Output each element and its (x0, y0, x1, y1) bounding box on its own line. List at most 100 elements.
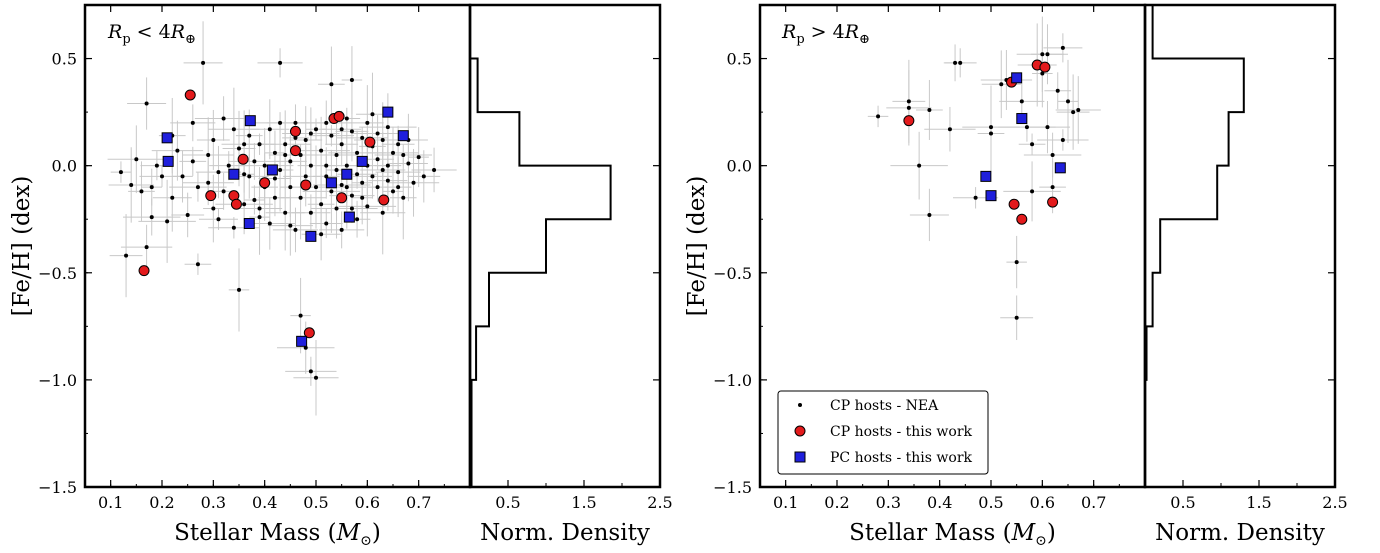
data-point-nea (242, 202, 247, 207)
legend-label-pc: PC hosts - this work (830, 450, 973, 466)
x-tick-label: 0.7 (1081, 493, 1106, 512)
data-point-nea (319, 148, 324, 153)
data-point-nea (370, 174, 375, 179)
data-point-nea (308, 369, 313, 374)
data-point-nea (391, 189, 395, 194)
data-point-nea (1019, 99, 1024, 104)
data-point-nea (180, 174, 185, 179)
panel-label-op: < 4 (131, 21, 171, 43)
x-tick-label: 0.2 (149, 493, 174, 512)
panel-label-r: R (781, 21, 796, 43)
data-point-nea (257, 215, 262, 220)
data-point-nea (293, 120, 298, 125)
hist-x-tick-label: 0.5 (1170, 493, 1195, 512)
data-point-nea (385, 178, 390, 183)
data-point-nea (1050, 152, 1055, 157)
data-point-nea (288, 223, 293, 228)
legend-marker-pc (794, 451, 806, 463)
data-point-nea (1024, 125, 1029, 130)
y-tick-label: −0.5 (38, 264, 77, 283)
data-point-nea (334, 167, 339, 172)
x-axis-title-subscript: ⊙ (1035, 533, 1047, 549)
data-point-nea (278, 60, 283, 65)
data-point-pc (1011, 72, 1023, 84)
data-point-nea (339, 142, 344, 147)
data-point-nea (242, 142, 247, 147)
panel-large-planets: 0.1 0.2 0.3 0.4 0.5 0.6 0.7 −1.5 −1.0 −0.5 0.0 0.5 0… (684, 3, 1348, 549)
data-point-pc (162, 155, 174, 167)
data-point-nea (288, 185, 293, 190)
data-point-nea (1014, 260, 1019, 265)
data-point-cp (184, 89, 196, 101)
data-point-nea (355, 217, 360, 222)
data-point-nea (1045, 125, 1050, 130)
data-point-nea (216, 170, 221, 175)
data-point-nea (355, 150, 360, 155)
data-point-nea (314, 375, 318, 380)
data-point-nea (149, 215, 154, 220)
data-point-cp (1039, 61, 1051, 73)
data-point-nea (375, 131, 380, 136)
panel-label-sub: p (122, 32, 130, 47)
legend-marker-cp (794, 425, 806, 437)
histogram-axes-frame (1143, 3, 1337, 489)
data-point-cp (378, 194, 390, 206)
data-point-nea (201, 60, 206, 65)
data-point-nea (175, 148, 180, 153)
data-point-nea (401, 152, 406, 157)
panel-label-earth: ⊕ (859, 32, 870, 47)
x-tick-label: 0.7 (406, 493, 431, 512)
data-point-nea (334, 152, 339, 157)
data-point-nea (360, 180, 365, 185)
panel-label-r2: R (170, 21, 185, 43)
data-point-nea (190, 159, 195, 164)
data-point-nea (360, 195, 365, 200)
data-point-nea (288, 159, 293, 164)
legend-marker-nea (798, 403, 802, 407)
data-point-pc (343, 211, 355, 223)
data-point-nea (257, 206, 262, 211)
data-point-nea (1076, 107, 1081, 112)
data-point-nea (293, 227, 298, 232)
data-point-cp (364, 136, 376, 148)
histogram-outline (469, 5, 612, 487)
x-axis-title-symbol: M (336, 520, 362, 546)
x-tick-label: 0.5 (303, 493, 328, 512)
data-point-nea (195, 262, 200, 267)
y-tick-label: −1.5 (713, 478, 752, 497)
data-point-nea (1040, 52, 1045, 57)
data-point-nea (396, 142, 401, 147)
data-point-nea (344, 163, 349, 168)
data-point-nea (349, 193, 354, 198)
x-axis-title: Stellar Mass (M⊙) (849, 520, 1056, 549)
series-pc (980, 72, 1066, 202)
histogram-outline (1144, 4, 1245, 487)
data-point-pc (1054, 162, 1066, 174)
data-point-nea (129, 182, 134, 187)
data-point-nea (237, 287, 241, 292)
x-tick-label: 0.5 (978, 493, 1003, 512)
data-point-nea (416, 155, 421, 160)
data-point-nea (989, 131, 993, 136)
data-point-nea (375, 185, 380, 190)
data-point-nea (237, 146, 241, 151)
x-tick-label: 0.6 (355, 493, 380, 512)
data-point-nea (329, 189, 334, 194)
data-point-cp (1008, 198, 1020, 210)
data-point-nea (211, 206, 216, 211)
hist-x-tick-label: 0.5 (495, 493, 520, 512)
data-point-pc (228, 168, 240, 180)
x-tick-label: 0.4 (927, 493, 952, 512)
x-axis-title-close: ) (372, 520, 381, 546)
data-point-pc (985, 190, 997, 202)
data-point-cp (138, 265, 150, 277)
data-point-pc (382, 106, 394, 118)
data-point-nea (252, 159, 257, 164)
data-point-nea (432, 167, 437, 172)
data-point-nea (370, 112, 375, 117)
data-point-nea (344, 116, 349, 121)
data-point-nea (221, 116, 226, 121)
data-point-nea (211, 137, 216, 142)
y-tick-label: 0.0 (52, 157, 77, 176)
series-nea (876, 45, 1081, 320)
